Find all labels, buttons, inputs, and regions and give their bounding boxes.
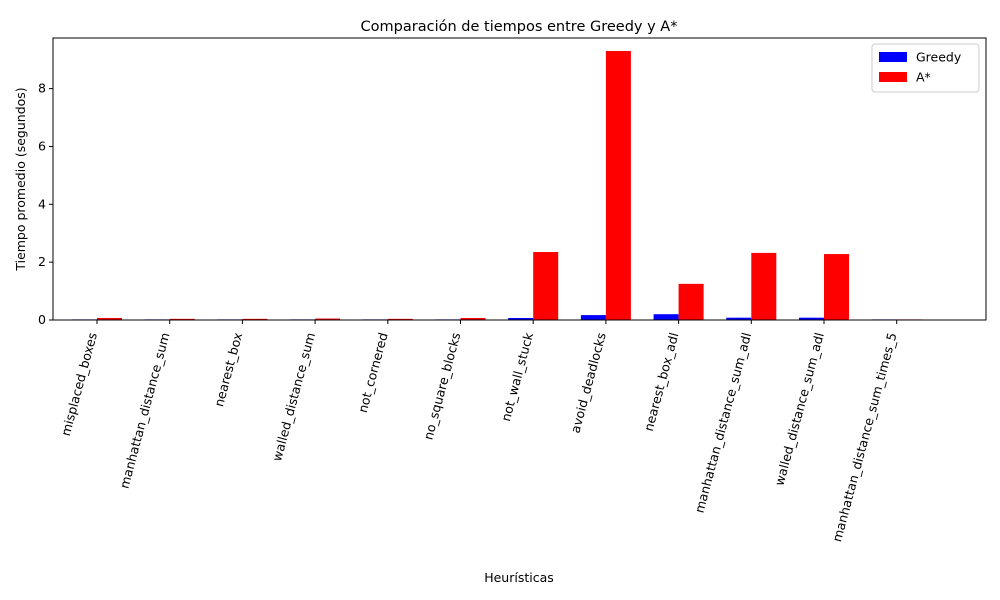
plot-frame bbox=[52, 37, 987, 321]
legend-label-astar: A* bbox=[916, 70, 931, 85]
bar-astar-nearest_box bbox=[242, 318, 268, 320]
bar-greedy-walled_distance_sum_adl bbox=[799, 317, 824, 320]
y-axis: 0 2 4 6 8 bbox=[38, 81, 53, 327]
bar-astar-misplaced_boxes bbox=[97, 317, 122, 320]
bar-greedy-manhattan_distance_sum_adl bbox=[726, 317, 752, 320]
bar-astar-walled_distance_sum bbox=[315, 318, 341, 320]
y-tick-label: 6 bbox=[38, 138, 46, 153]
bar-astar-no_square_blocks bbox=[460, 317, 486, 320]
legend: Greedy A* bbox=[871, 43, 980, 93]
bar-astar-nearest_box_adl bbox=[678, 283, 704, 320]
bar-astar-walled_distance_sum_adl bbox=[824, 254, 849, 320]
bar-astar-avoid_deadlocks bbox=[605, 51, 631, 321]
x-tick-label: avoid_deadlocks bbox=[568, 331, 609, 435]
bar-greedy-avoid_deadlocks bbox=[580, 315, 606, 320]
x-tick-label: manhattan_distance_sum_adl bbox=[692, 331, 755, 515]
y-axis-label: Tiempo promedio (segundos) bbox=[13, 87, 28, 271]
x-tick-label: walled_distance_sum_adl bbox=[772, 331, 827, 487]
x-tick-label: misplaced_boxes bbox=[58, 331, 100, 438]
x-tick-label: no_square_blocks bbox=[420, 331, 463, 441]
x-tick-label: walled_distance_sum bbox=[269, 331, 318, 463]
x-axis-label: Heurísticas bbox=[484, 570, 554, 585]
bar-astar-not_wall_stuck bbox=[533, 252, 559, 320]
y-tick-label: 4 bbox=[38, 196, 46, 211]
chart-title: Comparación de tiempos entre Greedy y A* bbox=[361, 19, 678, 35]
x-tick-label: not_cornered bbox=[355, 331, 391, 414]
legend-label-greedy: Greedy bbox=[916, 50, 962, 65]
x-tick-label: nearest_box_adl bbox=[641, 331, 682, 433]
x-tick-label: manhattan_distance_sum bbox=[116, 331, 172, 490]
bars-group bbox=[72, 51, 922, 321]
bar-astar-not_cornered bbox=[387, 318, 413, 320]
x-tick-label: not_wall_stuck bbox=[498, 330, 536, 423]
bar-astar-manhattan_distance_sum_adl bbox=[751, 252, 777, 320]
bar-astar-manhattan_distance_sum bbox=[169, 318, 195, 320]
legend-swatch-astar bbox=[879, 72, 907, 82]
x-tick-label: nearest_box bbox=[211, 331, 245, 408]
y-tick-label: 0 bbox=[38, 312, 46, 327]
y-tick-label: 8 bbox=[38, 81, 46, 96]
y-tick-label: 2 bbox=[38, 254, 46, 269]
x-tick-label: manhattan_distance_sum_times_5 bbox=[829, 331, 899, 544]
legend-swatch-greedy bbox=[879, 52, 907, 62]
bar-greedy-not_wall_stuck bbox=[508, 317, 534, 320]
bar-greedy-nearest_box_adl bbox=[653, 314, 679, 320]
x-axis: misplaced_boxes manhattan_distance_sum nea… bbox=[58, 320, 900, 543]
